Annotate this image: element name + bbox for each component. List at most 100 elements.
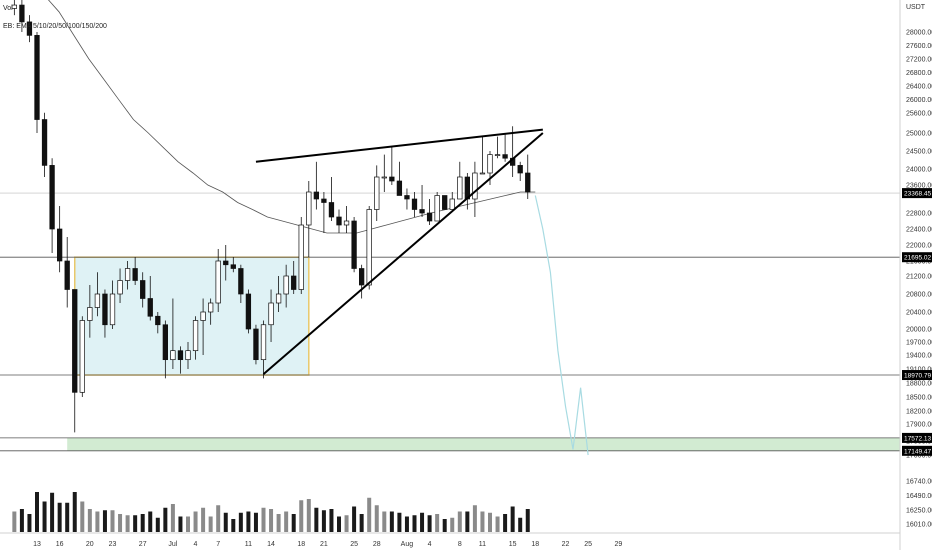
candle-body	[87, 307, 93, 321]
candle-body	[359, 268, 365, 286]
volume-bar	[518, 517, 523, 532]
price-tick-label: 19100.00	[906, 367, 932, 374]
price-tick-label: 26800.00	[906, 70, 932, 77]
candle-body	[494, 154, 501, 156]
candle-body	[109, 293, 116, 326]
volume-bar	[133, 515, 138, 532]
candle-body	[215, 260, 221, 304]
candle-body	[291, 275, 297, 290]
volume-bar	[412, 515, 417, 532]
volume-bar	[276, 514, 281, 532]
price-tick-label: 28000.00	[906, 30, 932, 37]
date-tick-label: 15	[509, 541, 517, 548]
volume-bar	[291, 514, 296, 532]
price-tick-label: 26000.00	[906, 97, 932, 104]
candle-body	[200, 311, 206, 321]
candle-body	[192, 320, 199, 352]
price-tag	[902, 445, 932, 456]
candle-body	[56, 228, 63, 262]
date-tick-label: 13	[33, 541, 41, 548]
date-tick-label: 8	[458, 541, 462, 548]
volume-bar	[525, 509, 530, 532]
candle-body	[185, 350, 191, 361]
date-tick-label: 21	[320, 541, 328, 548]
volume-bar	[208, 516, 213, 532]
price-tag-label: 18970.79	[904, 373, 931, 380]
wedge-lower-line[interactable]	[262, 132, 544, 375]
volume-bar	[404, 516, 409, 532]
date-tick-label: Jul	[168, 541, 177, 548]
candle-body	[34, 35, 40, 120]
date-tick-label: 16	[56, 541, 64, 548]
candle-body	[298, 224, 304, 290]
candle-body	[147, 298, 153, 317]
date-tick-label: 11	[479, 541, 486, 548]
volume-bar	[367, 497, 372, 532]
wedge-upper-line[interactable]	[255, 128, 543, 163]
volume-bar	[427, 515, 432, 532]
price-tick-label: 20400.00	[906, 310, 932, 317]
candle-body	[275, 293, 282, 304]
candle-body	[306, 191, 312, 226]
price-tick-label: 16010.00	[906, 522, 932, 529]
candles-layer	[11, 0, 531, 433]
volume-bar	[42, 501, 47, 532]
volume-bar	[457, 511, 462, 532]
candle-body	[457, 176, 463, 200]
volume-bar	[178, 516, 183, 532]
volume-bar	[140, 514, 145, 532]
volume-bar	[382, 511, 387, 532]
candle-body	[64, 260, 70, 290]
date-tick-label: 20	[86, 541, 94, 548]
candle-body	[132, 268, 138, 281]
volume-bar	[155, 517, 160, 532]
candle-body	[351, 220, 357, 269]
volume-bar	[261, 507, 266, 532]
candle-body	[283, 275, 289, 295]
price-tick-label: 19700.00	[906, 340, 932, 347]
volume-bar	[57, 502, 62, 532]
candle-body	[79, 320, 85, 393]
price-tick-label: 23600.00	[906, 183, 932, 190]
price-tag	[902, 188, 932, 199]
date-tick-label: 4	[194, 541, 198, 548]
candle-body	[208, 302, 214, 313]
date-tick-label: 7	[216, 541, 220, 548]
candle-body	[170, 350, 176, 361]
price-tick-label: 17000.00	[906, 453, 932, 460]
candle-body	[117, 280, 123, 295]
candle-body	[155, 315, 161, 326]
candle-body	[434, 195, 440, 222]
candle-body	[41, 119, 48, 166]
price-tick-label: 18500.00	[906, 395, 932, 402]
levels-layer	[0, 192, 900, 452]
price-tag	[902, 432, 932, 443]
date-tick-label: 25	[584, 541, 592, 548]
volume-bar	[442, 519, 447, 532]
volume-bar	[110, 510, 115, 532]
price-tick-label: 17900.00	[906, 421, 932, 428]
price-tick-label: 22000.00	[906, 243, 932, 250]
candle-body	[336, 216, 342, 226]
support-zone	[67, 437, 900, 451]
candle-body	[49, 165, 55, 230]
time-axis[interactable]: 13 16 20 23 27 Jul 4 7 11 14 18 21 25 28 Aug 4 8 11 15 18 22…	[33, 541, 622, 548]
volume-bar	[27, 514, 32, 532]
volume-bar	[495, 516, 500, 532]
volume-bar	[50, 492, 55, 532]
candle-body	[253, 328, 259, 361]
volume-bar	[186, 516, 190, 532]
candle-body	[479, 172, 486, 175]
candle-body	[94, 293, 101, 308]
candle-body	[223, 260, 229, 266]
candle-body	[177, 350, 184, 361]
volume-bar	[510, 506, 515, 532]
candle-body	[366, 209, 372, 286]
price-tick-label: 20800.00	[906, 292, 932, 299]
candle-body	[411, 198, 418, 210]
date-tick-label: 27	[139, 541, 147, 548]
candle-body	[102, 293, 108, 326]
volume-bar	[465, 511, 470, 532]
candle-body	[472, 172, 478, 200]
